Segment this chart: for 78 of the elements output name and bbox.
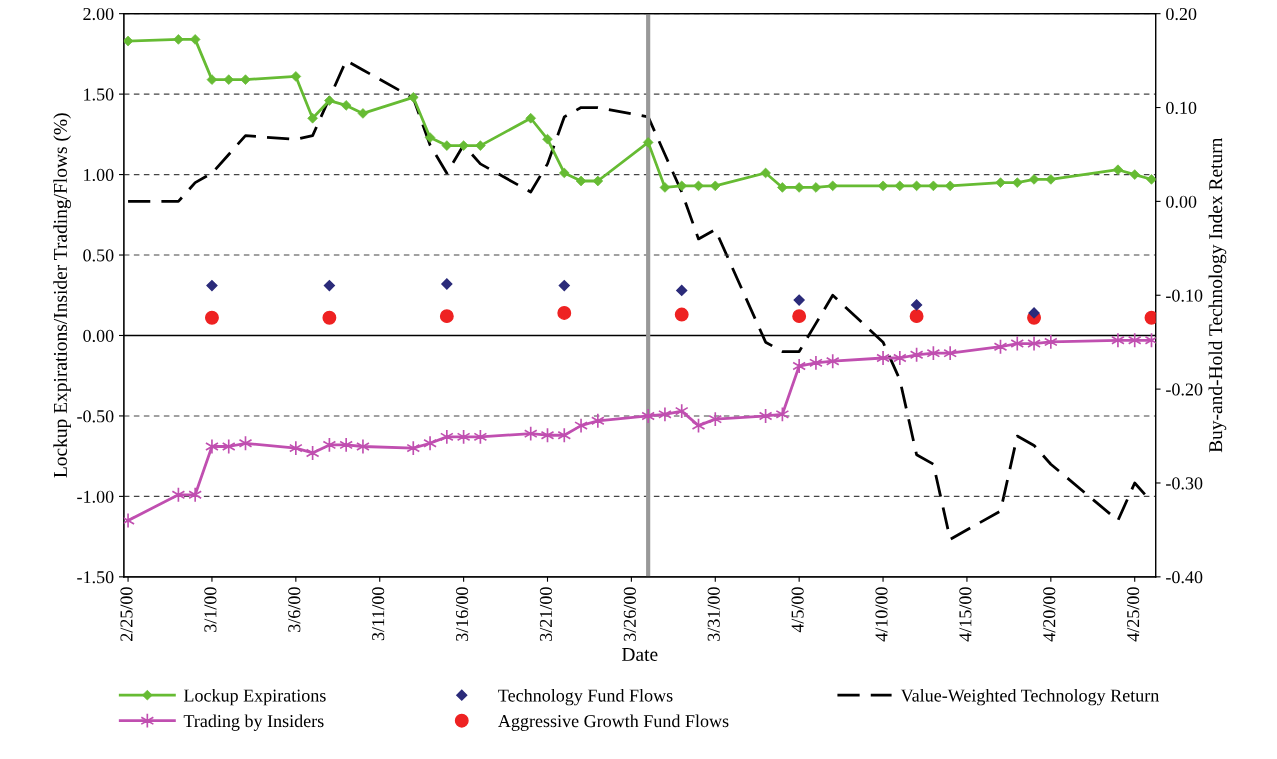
y-tick-label: -1.50 [77, 571, 114, 584]
point [809, 355, 823, 371]
y2-tick-label: -0.30 [1166, 477, 1203, 490]
point [339, 437, 354, 453]
point [288, 440, 303, 456]
point [206, 279, 218, 292]
point [641, 408, 656, 424]
x-tick-label: 3/26/00 [623, 587, 636, 641]
point [439, 309, 454, 324]
point [1146, 174, 1156, 185]
point [1028, 307, 1040, 319]
point [658, 406, 672, 423]
point [356, 438, 370, 455]
y2-tick-label: -0.40 [1166, 571, 1203, 584]
point [406, 440, 421, 456]
y-tick-label: 2.00 [83, 7, 114, 21]
x-tick-label: 3/6/00 [288, 587, 301, 632]
point [943, 345, 958, 361]
point [825, 353, 840, 370]
x-tick-label: 3/21/00 [539, 587, 553, 641]
point [205, 310, 219, 325]
point [793, 294, 805, 306]
legend-label: Trading by Insiders [183, 714, 324, 731]
point [792, 309, 807, 324]
point [557, 306, 572, 320]
x-tick-label: 3/31/00 [707, 587, 720, 641]
point [557, 427, 572, 444]
point [323, 279, 335, 292]
y2-tick-label: 0.00 [1166, 195, 1197, 208]
point [188, 486, 203, 503]
y2-tick-label: 0.10 [1166, 101, 1197, 115]
point [322, 310, 337, 325]
y-axis-title: Lockup Expirations/Insider Trading/Flows (%) [53, 113, 71, 478]
point [441, 278, 453, 290]
point [909, 309, 924, 324]
point [892, 350, 907, 366]
x-tick-label: 4/25/00 [1127, 587, 1140, 642]
y-tick-label: 1.50 [84, 88, 114, 101]
y2-axis-title: Buy-and-Hold Technology Index Return [1208, 137, 1227, 453]
point [423, 435, 437, 452]
point [590, 412, 605, 429]
point [558, 279, 570, 292]
x-tick-label: 3/1/00 [204, 587, 217, 632]
point [574, 417, 588, 434]
legend-label: Aggressive Growth Fund Flows [498, 714, 729, 731]
point [1127, 332, 1142, 349]
point [876, 350, 890, 366]
x-axis-title: Date [621, 648, 658, 661]
point [674, 307, 689, 322]
y2-tick-label: -0.10 [1166, 289, 1203, 302]
point [205, 438, 219, 455]
y2-tick-label: 0.20 [1166, 7, 1197, 21]
point [1010, 335, 1025, 352]
y-tick-label: -0.50 [77, 410, 114, 423]
point [708, 411, 723, 427]
x-tick-label: 4/5/00 [791, 587, 804, 633]
legend-label: Technology Fund Flows [498, 688, 673, 706]
x-tick-label: 4/20/00 [1043, 587, 1056, 642]
point [439, 429, 454, 445]
y-tick-label: -1.00 [77, 490, 114, 503]
legend-label: Lockup Expirations [183, 688, 326, 706]
y-tick-label: 0.50 [83, 249, 114, 262]
point [1043, 334, 1058, 350]
y-tick-label: 0.00 [83, 329, 114, 342]
point [1111, 332, 1125, 349]
point [676, 284, 688, 297]
point [792, 358, 807, 374]
x-tick-label: 2/25/00 [120, 587, 133, 641]
x-tick-label: 3/11/00 [372, 587, 385, 641]
x-tick-label: 4/10/00 [875, 587, 888, 642]
y-tick-label: 1.00 [84, 168, 114, 182]
legend-label: Value-Weighted Technology Return [900, 688, 1160, 706]
x-tick-label: 3/16/00 [455, 587, 469, 641]
point [674, 403, 689, 419]
point [911, 299, 923, 311]
y2-tick-label: -0.20 [1166, 383, 1203, 396]
point [523, 425, 538, 442]
x-tick-label: 4/15/00 [959, 587, 972, 642]
